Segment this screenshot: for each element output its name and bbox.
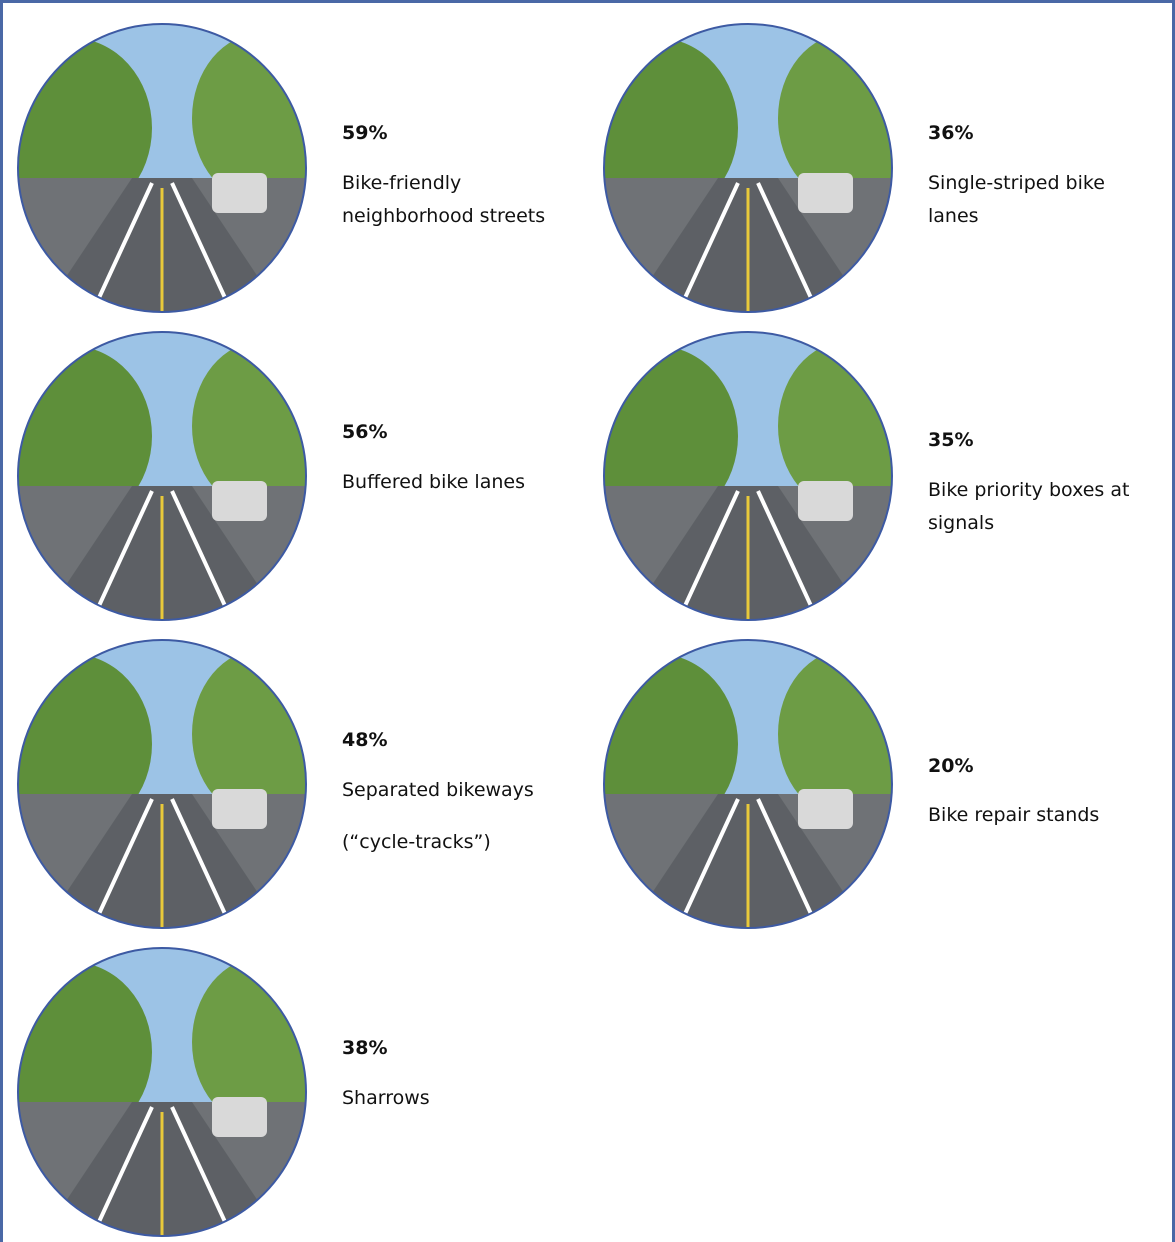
percent: 56% xyxy=(342,420,387,444)
label: neighborhood streets xyxy=(342,204,545,228)
label: signals xyxy=(928,511,994,535)
page: 59% Bike-friendly neighborhood streets 3… xyxy=(0,0,1175,1239)
label: Buffered bike lanes xyxy=(342,470,525,494)
percent: 38% xyxy=(342,1036,387,1060)
percent: 36% xyxy=(928,121,973,145)
label: lanes xyxy=(928,204,979,228)
label: Bike repair stands xyxy=(928,803,1099,827)
photo xyxy=(578,639,918,934)
label: Separated bikeways xyxy=(342,778,534,802)
percent: 48% xyxy=(342,728,387,752)
photo xyxy=(578,331,918,626)
percent: 35% xyxy=(928,428,973,452)
photo xyxy=(0,639,332,934)
percent: 20% xyxy=(928,754,973,778)
label: (“cycle-tracks”) xyxy=(342,830,491,854)
percent: 59% xyxy=(342,121,387,145)
photo xyxy=(0,331,332,626)
photo xyxy=(0,23,332,318)
photo xyxy=(0,947,332,1239)
photo xyxy=(578,23,918,318)
label: Sharrows xyxy=(342,1086,430,1110)
label: Bike priority boxes at xyxy=(928,478,1129,502)
label: Single-striped bike xyxy=(928,171,1105,195)
label: Bike-friendly xyxy=(342,171,461,195)
